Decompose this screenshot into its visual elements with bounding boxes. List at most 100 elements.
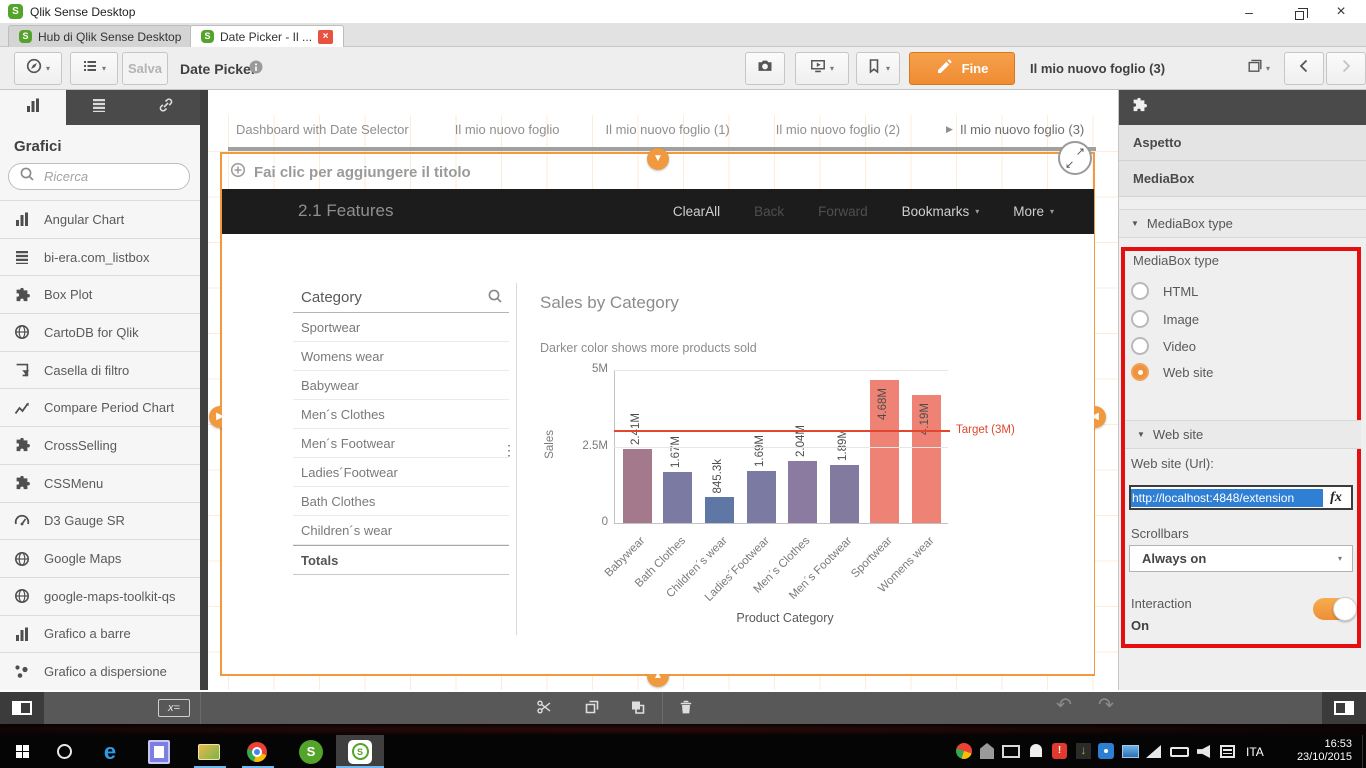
interaction-toggle[interactable]	[1313, 597, 1357, 621]
chart-type-item[interactable]: Compare Period Chart	[0, 389, 200, 428]
previous-sheet-button[interactable]	[1284, 52, 1324, 85]
chart-type-item[interactable]: CartoDB for Qlik	[0, 314, 200, 352]
cut-button[interactable]	[536, 699, 552, 715]
chart-type-item[interactable]: google-maps-toolkit-qs	[0, 577, 200, 616]
chrome-button[interactable]	[240, 735, 274, 768]
edge-browser-button[interactable]: e	[103, 738, 117, 764]
chart-type-item[interactable]: Grafico a barre	[0, 615, 200, 654]
tray-bell-icon[interactable]	[1030, 744, 1042, 757]
done-editing-button[interactable]: Fine	[909, 52, 1015, 85]
chart-type-item[interactable]: D3 Gauge SR	[0, 502, 200, 541]
tray-update-icon[interactable]: ↓	[1076, 743, 1091, 759]
redo-button[interactable]: ↷	[1098, 695, 1114, 716]
close-button[interactable]: ×	[1336, 3, 1346, 20]
sheet-list-button[interactable]: ▾	[1238, 52, 1278, 85]
chart-type-item[interactable]: CSSMenu	[0, 464, 200, 503]
tray-photos-icon[interactable]	[1122, 745, 1139, 758]
bar-Bath Clothes[interactable]	[663, 471, 692, 523]
variables-button[interactable]: x=	[158, 699, 190, 717]
fullscreen-toggle[interactable]: ↗ ↙	[1058, 141, 1092, 175]
radio-icon[interactable]	[1131, 282, 1149, 300]
copy-button[interactable]	[584, 699, 600, 715]
qlik-sense-button[interactable]: S	[288, 735, 334, 768]
show-desktop-button[interactable]	[1362, 735, 1366, 768]
resize-handle-top[interactable]: ▼	[647, 148, 669, 170]
language-indicator[interactable]: ITA	[1246, 745, 1264, 759]
subsection-mediabox-type[interactable]: ▼ MediaBox type	[1119, 209, 1366, 238]
add-sheet-title[interactable]: Fai clic per aggiungere il titolo	[230, 162, 471, 182]
canvas-sheet-tab[interactable]: Il mio nuovo foglio	[455, 122, 560, 137]
url-input[interactable]: http://localhost:4848/extension fx	[1129, 485, 1353, 510]
chart-search[interactable]	[8, 163, 190, 190]
save-button[interactable]: Salva	[122, 52, 168, 85]
canvas-sheet-tab[interactable]: Dashboard with Date Selector	[236, 122, 409, 137]
webpage-menu-item[interactable]: Bookmarks ▾	[902, 204, 980, 219]
listbox-header[interactable]: Category	[293, 283, 509, 313]
browser-tab[interactable]: S Date Picker - Il ... ×	[190, 25, 345, 47]
listbox-value[interactable]: Bath Clothes	[293, 487, 509, 516]
listbox-footer[interactable]: Totals	[293, 545, 509, 575]
snapshot-button[interactable]	[745, 52, 785, 85]
toggle-left-panel-button[interactable]	[0, 692, 44, 724]
webpage-menu-item[interactable]: Back	[754, 204, 784, 219]
bar-Ladies´Footwear[interactable]	[747, 471, 776, 523]
listbox-value[interactable]: Womens wear	[293, 342, 509, 371]
toggle-right-panel-button[interactable]	[1322, 692, 1366, 724]
start-button[interactable]	[8, 735, 36, 768]
listbox-value[interactable]: Men´s Footwear	[293, 429, 509, 458]
bar-Children´s wear[interactable]	[705, 497, 734, 523]
tray-shield-icon[interactable]: !	[1052, 743, 1067, 759]
minimize-button[interactable]: –	[1245, 4, 1253, 20]
chart-type-item[interactable]: Casella di filtro	[0, 351, 200, 390]
canvas-sheet-tab[interactable]: Il mio nuovo foglio (2)	[776, 122, 900, 137]
scrollbars-dropdown[interactable]: Always on ▾	[1129, 545, 1353, 572]
listbox-value[interactable]: Men´s Clothes	[293, 400, 509, 429]
webpage-menu-item[interactable]: Forward	[818, 204, 868, 219]
qlik-sense-active-button[interactable]: S	[336, 735, 384, 768]
chart-type-item[interactable]: Box Plot	[0, 276, 200, 315]
tray-chrome-icon[interactable]	[956, 743, 972, 759]
canvas-sheet-tab[interactable]: ▶ Il mio nuovo foglio (3)	[946, 122, 1084, 137]
bar-Men´s Footwear[interactable]	[830, 465, 859, 523]
drag-handle-icon[interactable]: ⋮	[502, 442, 516, 458]
tray-volume-icon[interactable]	[1197, 745, 1210, 758]
listbox-value[interactable]: Ladies´Footwear	[293, 458, 509, 487]
bar-Sportwear[interactable]	[870, 379, 899, 523]
radio-selected-icon[interactable]	[1131, 363, 1149, 381]
tray-monitor-icon[interactable]	[1002, 745, 1020, 758]
chart-type-item[interactable]: CrossSelling	[0, 427, 200, 465]
bar-Babywear[interactable]	[623, 449, 652, 523]
paste-button[interactable]	[630, 699, 646, 715]
browser-tab[interactable]: S Hub di Qlik Sense Desktop	[8, 25, 193, 47]
tab-charts[interactable]	[0, 90, 66, 125]
webpage-menu-item[interactable]: ClearAll	[673, 204, 720, 219]
chart-type-item[interactable]: Angular Chart	[0, 201, 200, 239]
expression-fx-button[interactable]: fx	[1330, 489, 1342, 505]
search-input[interactable]	[42, 168, 172, 185]
section-aspetto[interactable]: Aspetto	[1119, 125, 1366, 161]
listbox-value[interactable]: Children´s wear	[293, 516, 509, 545]
chart-type-item[interactable]: Grafico a dispersione	[0, 653, 200, 690]
section-mediabox[interactable]: MediaBox	[1119, 161, 1366, 197]
taskbar-clock[interactable]: 16:53 23/10/2015	[1297, 738, 1352, 764]
chart-type-item[interactable]: Google Maps	[0, 540, 200, 578]
radio-option-web-site[interactable]: Web site	[1131, 361, 1213, 383]
tray-battery-icon[interactable]	[1170, 747, 1189, 757]
delete-button[interactable]	[678, 699, 694, 715]
movie-app-button[interactable]	[144, 735, 174, 768]
radio-icon[interactable]	[1131, 337, 1149, 355]
restore-button[interactable]	[1282, 2, 1316, 22]
undo-button[interactable]: ↶	[1056, 695, 1072, 716]
radio-icon[interactable]	[1131, 310, 1149, 328]
bookmarks-button[interactable]: ▾	[856, 52, 900, 85]
info-icon[interactable]	[248, 59, 264, 80]
cortana-button[interactable]	[50, 735, 78, 768]
radio-option-video[interactable]: Video	[1131, 335, 1196, 357]
bar-Men´s Clothes[interactable]	[788, 460, 817, 523]
tray-usb-icon[interactable]	[980, 743, 994, 759]
listbox-value[interactable]: Babywear	[293, 371, 509, 400]
search-icon[interactable]	[487, 288, 503, 308]
radio-option-html[interactable]: HTML	[1131, 280, 1198, 302]
canvas-sheet-tab[interactable]: Il mio nuovo foglio (1)	[605, 122, 729, 137]
bar-Womens wear[interactable]	[912, 394, 941, 523]
